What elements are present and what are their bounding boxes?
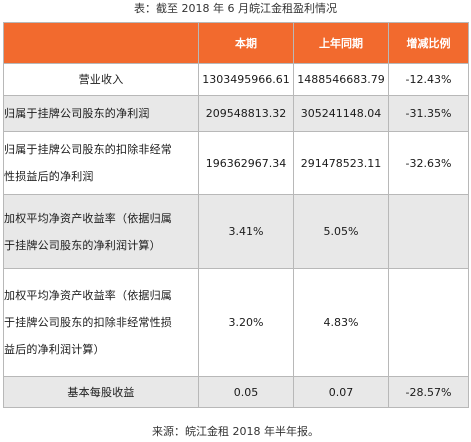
- cell-change: -12.43%: [388, 63, 469, 96]
- row-label-line: 归属于挂牌公司股东的扣除非经常: [4, 143, 172, 156]
- row-label: 归属于挂牌公司股东的扣除非经常 性损益后的净利润: [3, 131, 199, 195]
- cell-current: 0.05: [198, 376, 294, 408]
- header-change-ratio: 增减比例: [388, 22, 469, 64]
- cell-current: 3.41%: [198, 194, 294, 269]
- row-label-line: 性损益后的净利润: [4, 170, 94, 183]
- cell-current: 3.20%: [198, 268, 294, 377]
- row-label-line: 营业收入: [78, 73, 124, 86]
- row-label-line: 于挂牌公司股东的扣除非经常性损: [4, 316, 172, 329]
- cell-change: [388, 194, 469, 269]
- cell-current: 209548813.32: [198, 95, 294, 132]
- table-title: 表：截至 2018 年 6 月皖江金租盈利情况: [134, 2, 337, 15]
- table-row: 加权平均净资产收益率（依据归属 于挂牌公司股东的扣除非经常性损 益后的净利润计算…: [3, 268, 469, 377]
- cell-prior: 5.05%: [293, 194, 389, 269]
- row-label: 归属于挂牌公司股东的净利润: [3, 95, 199, 132]
- header-corner-cell: [3, 22, 199, 64]
- row-label-line: 基本每股收益: [67, 385, 135, 399]
- row-label: 加权平均净资产收益率（依据归属 于挂牌公司股东的净利润计算）: [3, 194, 199, 269]
- table-row: 营业收入 1303495966.61 1488546683.79 -12.43%: [3, 63, 469, 96]
- table-header-row: 本期 上年同期 增减比例: [3, 22, 469, 64]
- row-label-line: 益后的净利润计算）: [4, 343, 105, 356]
- cell-current: 196362967.34: [198, 131, 294, 195]
- cell-current: 1303495966.61: [198, 63, 294, 96]
- cell-prior: 0.07: [293, 376, 389, 408]
- table-row: 加权平均净资产收益率（依据归属 于挂牌公司股东的净利润计算） 3.41% 5.0…: [3, 194, 469, 269]
- cell-prior: 4.83%: [293, 268, 389, 377]
- row-label: 基本每股收益: [3, 376, 199, 408]
- cell-change: [388, 268, 469, 377]
- earnings-table: 本期 上年同期 增减比例 营业收入 1303495966.61 14885466…: [3, 22, 469, 408]
- cell-prior: 305241148.04: [293, 95, 389, 132]
- cell-change: -28.57%: [388, 376, 469, 408]
- row-label-line: 归属于挂牌公司股东的净利润: [4, 107, 150, 120]
- table-row: 归属于挂牌公司股东的扣除非经常 性损益后的净利润 196362967.34 29…: [3, 131, 469, 195]
- table-row: 归属于挂牌公司股东的净利润 209548813.32 305241148.04 …: [3, 95, 469, 132]
- row-label: 加权平均净资产收益率（依据归属 于挂牌公司股东的扣除非经常性损 益后的净利润计算…: [3, 268, 199, 377]
- cell-change: -31.35%: [388, 95, 469, 132]
- source-note: 来源：皖江金租 2018 年半年报。: [152, 425, 319, 438]
- header-prior-period: 上年同期: [293, 22, 389, 64]
- row-label-line: 于挂牌公司股东的净利润计算）: [4, 238, 161, 252]
- row-label: 营业收入: [3, 63, 199, 96]
- cell-change: -32.63%: [388, 131, 469, 195]
- row-label-line: 加权平均净资产收益率（依据归属: [4, 289, 172, 302]
- row-label-line: 加权平均净资产收益率（依据归属: [4, 211, 172, 225]
- header-current-period: 本期: [198, 22, 294, 64]
- cell-prior: 291478523.11: [293, 131, 389, 195]
- cell-prior: 1488546683.79: [293, 63, 389, 96]
- table-row: 基本每股收益 0.05 0.07 -28.57%: [3, 376, 469, 408]
